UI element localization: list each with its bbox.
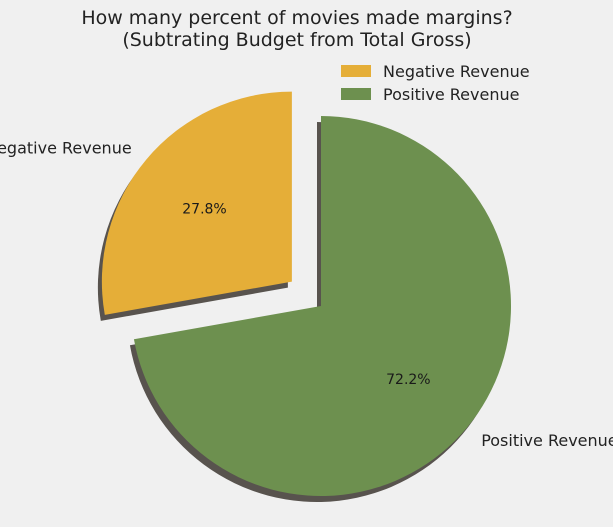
chart-title-line-2: (Subtrating Budget from Total Gross) — [122, 29, 471, 51]
category-label-negative-revenue: Negative Revenue — [0, 138, 132, 157]
legend-label-positive-revenue: Positive Revenue — [383, 85, 519, 104]
legend-label-negative-revenue: Negative Revenue — [383, 62, 530, 81]
pct-label-positive-revenue: 72.2% — [386, 372, 430, 388]
legend-swatch-positive-revenue — [341, 88, 371, 100]
slice-labels: 27.8% Negative Revenue 72.2% Positive Reven… — [0, 138, 613, 450]
category-label-positive-revenue: Positive Revenue — [481, 431, 613, 450]
chart-title-line-1: How many percent of movies made margins? — [81, 7, 512, 29]
pct-label-negative-revenue: 27.8% — [182, 201, 226, 217]
legend: Negative Revenue Positive Revenue — [341, 62, 530, 104]
chart-title: How many percent of movies made margins?… — [81, 7, 512, 51]
slice-negative-revenue — [101, 91, 292, 315]
legend-swatch-negative-revenue — [341, 65, 371, 77]
slices — [101, 91, 511, 496]
slice-positive-revenue — [133, 116, 511, 496]
